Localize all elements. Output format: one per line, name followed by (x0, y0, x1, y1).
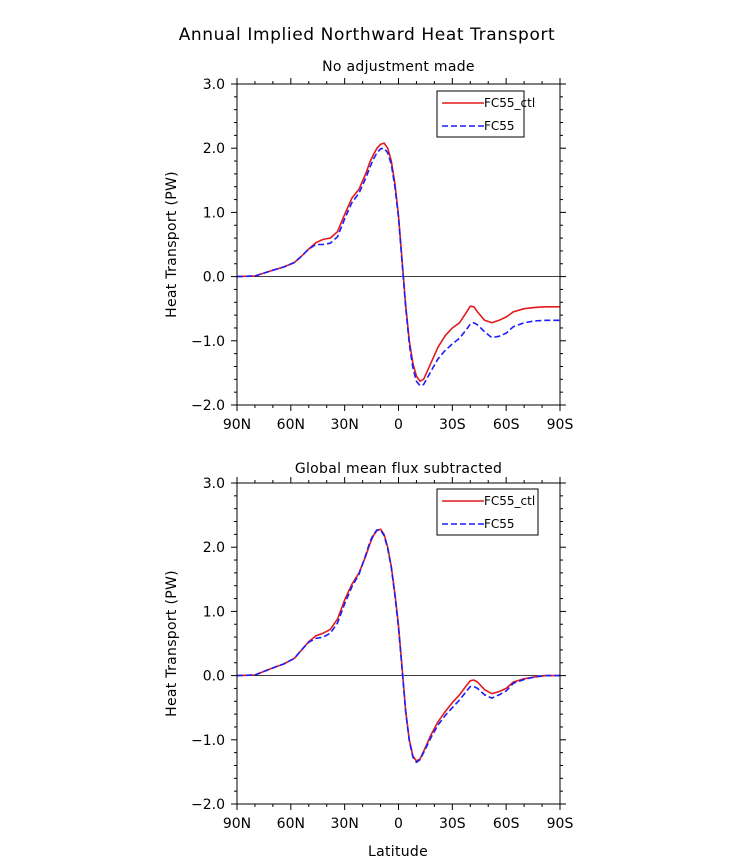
series-line-fc55 (236, 147, 560, 387)
y-tick-label: 2.0 (203, 141, 225, 157)
x-tick-label: 90S (547, 816, 574, 832)
legend-label: FC55_ctl (484, 96, 535, 110)
legend-box (436, 488, 539, 536)
series-line-fc55 (236, 529, 560, 764)
y-tick-label: 1.0 (203, 604, 225, 620)
y-tick-label: 0.0 (203, 270, 225, 286)
subplot-title: Global mean flux subtracted (295, 461, 502, 477)
x-tick-label: 30S (439, 816, 466, 832)
x-tick-label: 90N (223, 816, 251, 832)
x-tick-label: 60N (277, 417, 305, 433)
panel-bottom: Global mean flux subtracted 90N 60N 30N 0 30S… (164, 461, 573, 832)
legend-label: FC55_ctl (484, 494, 535, 508)
y-tick-label: −1.0 (191, 334, 225, 350)
series-line-fc55-ctl (236, 528, 560, 762)
x-tick-label: 30N (331, 816, 359, 832)
y-tick-label: −1.0 (191, 733, 225, 749)
panel-top: No adjustment made 90N 60N 30N 0 30S 60S 90S 3.0… (164, 59, 573, 433)
y-tick-label: 3.0 (203, 77, 225, 93)
y-tick-label: 2.0 (203, 540, 225, 556)
legend-label: FC55 (484, 119, 515, 133)
y-tick-label: −2.0 (191, 797, 225, 813)
legend-box (436, 90, 525, 138)
y-tick-label: −2.0 (191, 398, 225, 414)
figure-title: Annual Implied Northward Heat Transport (179, 25, 556, 45)
y-tick-label: 1.0 (203, 205, 225, 221)
subplot-title: No adjustment made (322, 59, 475, 75)
series-line-fc55-ctl (236, 142, 560, 383)
y-axis-label: Heat Transport (PW) (164, 171, 180, 318)
x-tick-label: 0 (394, 816, 403, 832)
y-tick-label: 0.0 (203, 669, 225, 685)
x-tick-label: 90N (223, 417, 251, 433)
x-tick-label: 0 (394, 417, 403, 433)
legend-label: FC55 (484, 517, 515, 531)
y-axis-label: Heat Transport (PW) (164, 570, 180, 717)
x-tick-label: 60S (493, 816, 520, 832)
x-tick-label: 90S (547, 417, 574, 433)
x-tick-label: 30N (331, 417, 359, 433)
x-axis-label: Latitude (368, 844, 428, 859)
x-tick-label: 60S (493, 417, 520, 433)
x-tick-label: 60N (277, 816, 305, 832)
y-tick-label: 3.0 (203, 476, 225, 492)
x-tick-label: 30S (439, 417, 466, 433)
